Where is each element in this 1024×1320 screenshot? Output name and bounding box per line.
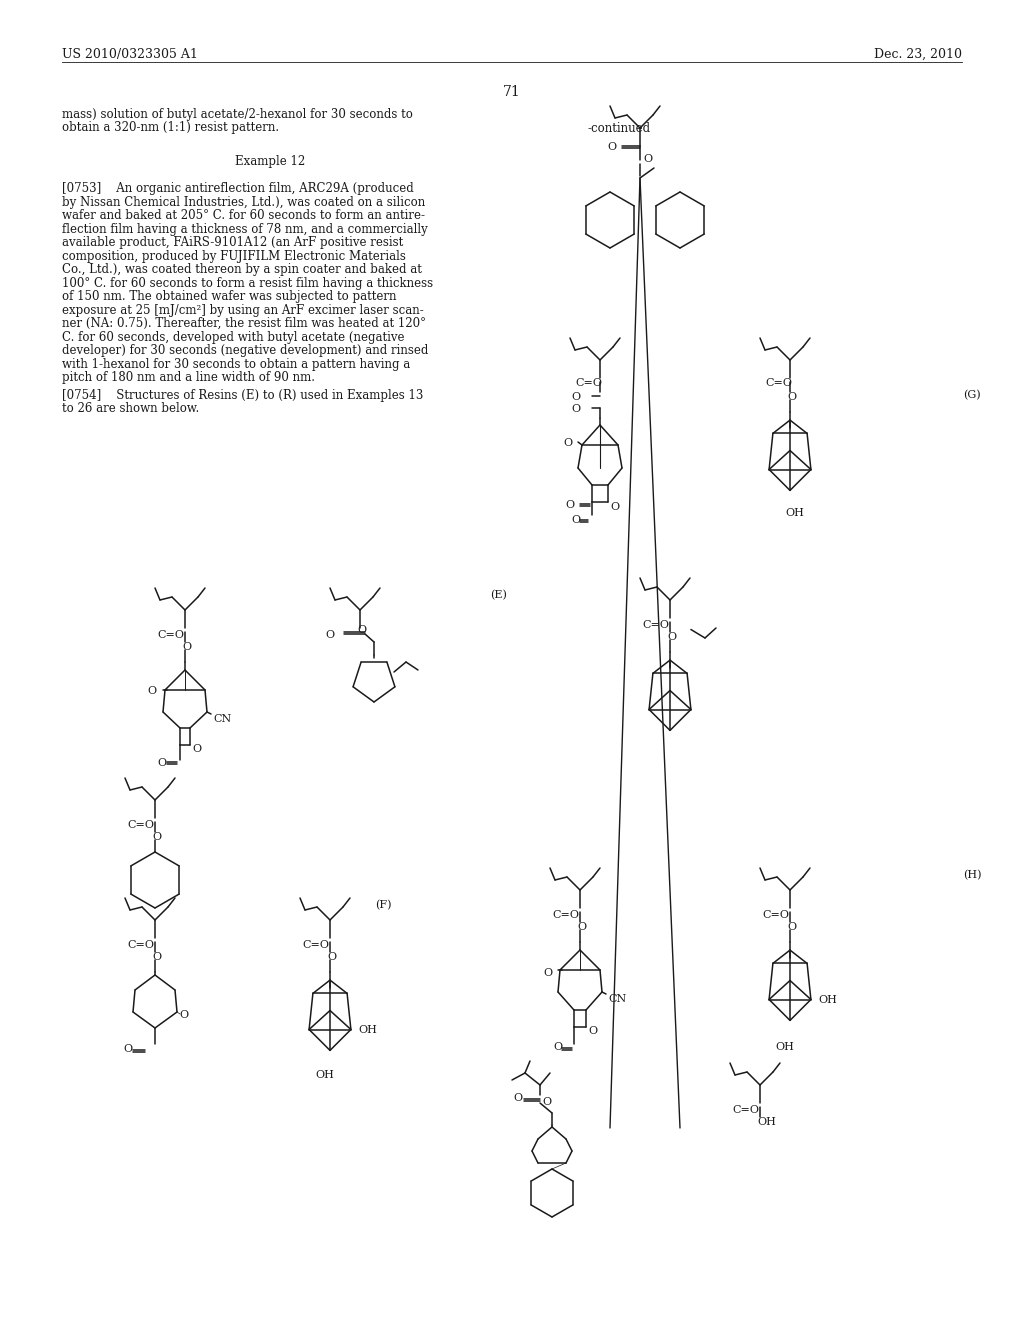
Text: O: O <box>357 624 367 635</box>
Text: OH: OH <box>818 995 837 1005</box>
Text: C. for 60 seconds, developed with butyl acetate (negative: C. for 60 seconds, developed with butyl … <box>62 331 404 343</box>
Text: (E): (E) <box>490 590 507 601</box>
Text: O: O <box>179 1010 188 1020</box>
Text: O: O <box>563 438 572 447</box>
Text: O: O <box>643 154 652 164</box>
Text: O: O <box>787 392 796 403</box>
Text: with 1-hexanol for 30 seconds to obtain a pattern having a: with 1-hexanol for 30 seconds to obtain … <box>62 358 411 371</box>
Text: Dec. 23, 2010: Dec. 23, 2010 <box>874 48 962 61</box>
Text: C=O: C=O <box>127 940 154 950</box>
Text: exposure at 25 [mJ/cm²] by using an ArF excimer laser scan-: exposure at 25 [mJ/cm²] by using an ArF … <box>62 304 424 317</box>
Text: OH: OH <box>785 508 804 517</box>
Text: C=O: C=O <box>302 940 329 950</box>
Text: 71: 71 <box>503 84 521 99</box>
Text: O: O <box>513 1093 522 1104</box>
Text: 100° C. for 60 seconds to form a resist film having a thickness: 100° C. for 60 seconds to form a resist … <box>62 277 433 290</box>
Text: O: O <box>147 686 157 696</box>
Text: by Nissan Chemical Industries, Ltd.), was coated on a silicon: by Nissan Chemical Industries, Ltd.), wa… <box>62 195 425 209</box>
Text: O: O <box>152 832 161 842</box>
Text: [0754]    Structures of Resins (E) to (R) used in Examples 13: [0754] Structures of Resins (E) to (R) u… <box>62 389 423 401</box>
Text: OH: OH <box>315 1071 335 1080</box>
Text: O: O <box>607 143 616 152</box>
Text: (G): (G) <box>963 389 981 400</box>
Text: C=O: C=O <box>127 820 154 830</box>
Text: C=O: C=O <box>157 630 184 640</box>
Text: mass) solution of butyl acetate/2-hexanol for 30 seconds to: mass) solution of butyl acetate/2-hexano… <box>62 108 413 121</box>
Text: available product, FAiRS-9101A12 (an ArF positive resist: available product, FAiRS-9101A12 (an ArF… <box>62 236 403 249</box>
Text: CN: CN <box>608 994 627 1005</box>
Text: O: O <box>327 952 336 962</box>
Text: OH: OH <box>358 1026 377 1035</box>
Text: O: O <box>610 502 620 512</box>
Text: O: O <box>193 744 201 754</box>
Text: US 2010/0323305 A1: US 2010/0323305 A1 <box>62 48 198 61</box>
Text: O: O <box>182 642 191 652</box>
Text: developer) for 30 seconds (negative development) and rinsed: developer) for 30 seconds (negative deve… <box>62 345 428 358</box>
Text: C=O: C=O <box>575 378 602 388</box>
Text: obtain a 320-nm (1:1) resist pattern.: obtain a 320-nm (1:1) resist pattern. <box>62 121 280 135</box>
Text: ner (NA: 0.75). Thereafter, the resist film was heated at 120°: ner (NA: 0.75). Thereafter, the resist f… <box>62 317 426 330</box>
Text: O: O <box>570 515 580 525</box>
Text: C=O: C=O <box>762 909 790 920</box>
Text: O: O <box>152 952 161 962</box>
Text: O: O <box>543 968 552 978</box>
Text: O: O <box>787 921 796 932</box>
Text: of 150 nm. The obtained wafer was subjected to pattern: of 150 nm. The obtained wafer was subjec… <box>62 290 396 304</box>
Text: Example 12: Example 12 <box>234 156 305 168</box>
Text: O: O <box>565 500 574 510</box>
Text: to 26 are shown below.: to 26 are shown below. <box>62 403 200 416</box>
Text: OH: OH <box>775 1041 795 1052</box>
Text: O: O <box>158 758 167 768</box>
Text: C=O: C=O <box>765 378 792 388</box>
Text: O: O <box>553 1041 562 1052</box>
Text: flection film having a thickness of 78 nm, and a commercially: flection film having a thickness of 78 n… <box>62 223 428 236</box>
Text: [0753]    An organic antireflection film, ARC29A (produced: [0753] An organic antireflection film, A… <box>62 182 414 195</box>
Text: C=O: C=O <box>552 909 579 920</box>
Text: wafer and baked at 205° C. for 60 seconds to form an antire-: wafer and baked at 205° C. for 60 second… <box>62 210 425 222</box>
Text: C=O: C=O <box>732 1105 759 1115</box>
Text: O: O <box>588 1026 597 1036</box>
Text: OH: OH <box>757 1117 776 1127</box>
Text: CN: CN <box>213 714 231 723</box>
Text: composition, produced by FUJIFILM Electronic Materials: composition, produced by FUJIFILM Electr… <box>62 249 406 263</box>
Text: O: O <box>325 630 334 640</box>
Text: O: O <box>124 1044 133 1053</box>
Text: (H): (H) <box>963 870 981 880</box>
Text: O: O <box>577 921 586 932</box>
Text: -continued: -continued <box>588 121 651 135</box>
Text: O: O <box>570 404 580 414</box>
Text: (F): (F) <box>375 900 391 911</box>
Text: Co., Ltd.), was coated thereon by a spin coater and baked at: Co., Ltd.), was coated thereon by a spin… <box>62 263 422 276</box>
Text: O: O <box>542 1097 551 1107</box>
Text: O: O <box>667 632 676 642</box>
Text: O: O <box>570 392 580 403</box>
Text: C=O: C=O <box>642 620 669 630</box>
Text: pitch of 180 nm and a line width of 90 nm.: pitch of 180 nm and a line width of 90 n… <box>62 371 315 384</box>
